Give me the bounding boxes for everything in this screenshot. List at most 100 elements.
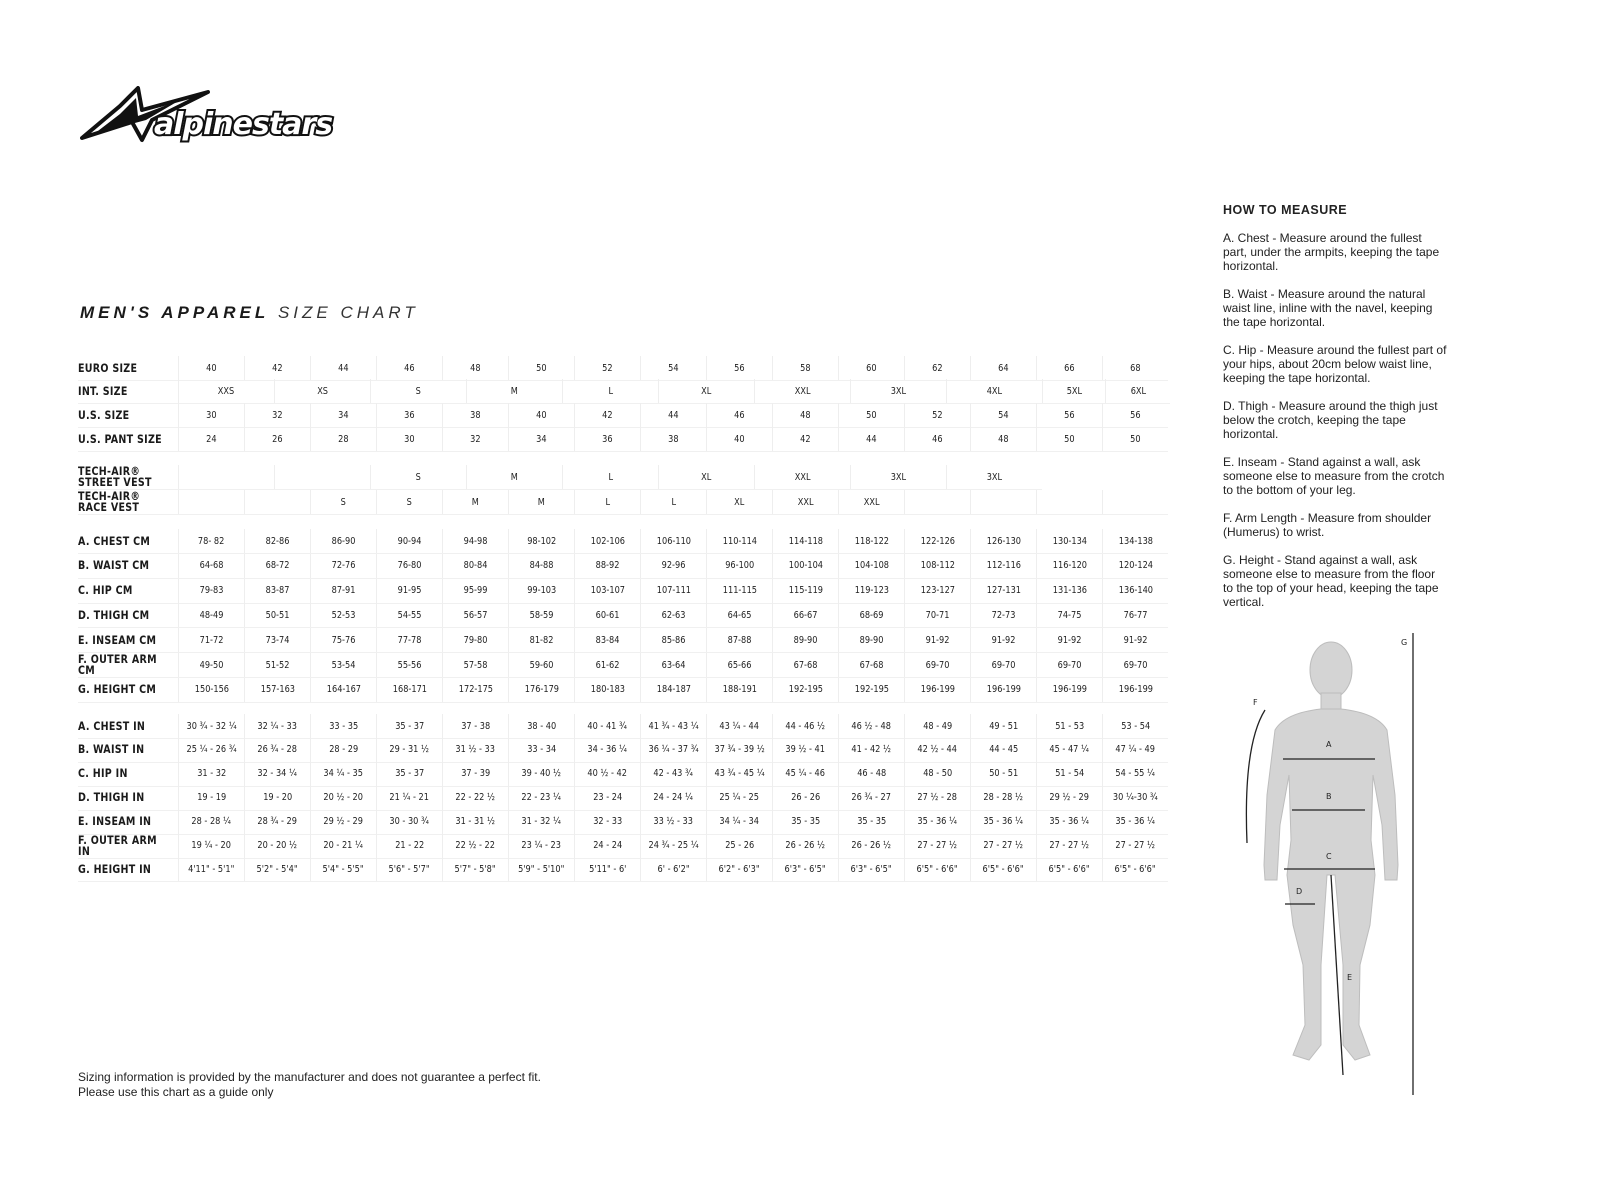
table-cell: 27 - 27 ½ <box>904 833 970 858</box>
table-cell: 42 <box>574 403 640 427</box>
table-cell: 84-88 <box>508 553 574 578</box>
table-cell: 118-122 <box>838 529 904 553</box>
row-us: U.S. SIZE 30 32 34 36 38 40 42 44 46 48 50 52 54 56 56 <box>78 403 1168 428</box>
row-int: INT. SIZE XXS XS S M L XL XXL 3XL 4XL 5XL 6XL <box>78 379 1170 404</box>
table-cell: 72-76 <box>310 553 376 578</box>
disclaimer-line-1: Sizing information is provided by the ma… <box>78 1070 541 1084</box>
table-cell: L <box>640 490 706 514</box>
table-cell: 68-69 <box>838 603 904 628</box>
table-cell: 6'3" - 6'5" <box>772 857 838 882</box>
table-cell: 35 - 36 ¼ <box>1036 809 1102 834</box>
table-cell: 30 ¼-30 ¾ <box>1102 785 1168 810</box>
table-cell: 40 <box>706 427 772 451</box>
table-cell: 56 <box>706 356 772 380</box>
table-cell: 73-74 <box>244 628 310 653</box>
table-cell: 99-103 <box>508 578 574 603</box>
table-cell: XXS <box>178 379 274 403</box>
table-cell: XXL <box>754 465 850 489</box>
how-to-measure-title: HOW TO MEASURE <box>1223 203 1348 217</box>
row-in-4: E. INSEAM IN 28 - 28 ¼ 28 ¾ - 29 29 ½ - 29 3… <box>78 809 1168 835</box>
table-cell: 19 - 19 <box>178 785 244 810</box>
table-cell: 22 ½ - 22 <box>442 833 508 858</box>
table-cell: 6' - 6'2" <box>640 857 706 882</box>
row-cm-3: D. THIGH CM 48-49 50-51 52-53 54-55 56-57 58-5… <box>78 603 1168 629</box>
table-cell: 90-94 <box>376 529 442 553</box>
table-cell: 83-87 <box>244 578 310 603</box>
table-cell: 30 <box>376 427 442 451</box>
table-cell: 58-59 <box>508 603 574 628</box>
table-cell: 71-72 <box>178 628 244 653</box>
table-cell: 26 <box>244 427 310 451</box>
row-euro: EURO SIZE 40 42 44 46 48 50 52 54 56 58 60 62 64 66 68 <box>78 356 1168 381</box>
row-label: D. THIGH CM <box>78 607 150 622</box>
table-cell: 76-80 <box>376 553 442 578</box>
table-cell: 63-64 <box>640 653 706 677</box>
table-cell: 20 - 20 ½ <box>244 833 310 858</box>
table-cell: 35 - 36 ¼ <box>904 809 970 834</box>
svg-text:alpinestars: alpinestars <box>154 107 332 142</box>
table-cell: 42 ½ - 44 <box>904 737 970 762</box>
table-cell: 30 ¾ - 32 ¼ <box>178 714 244 738</box>
table-cell: 48 <box>772 403 838 427</box>
table-cell: 31 - 32 <box>178 761 244 786</box>
table-cell: 78- 82 <box>178 529 244 553</box>
table-cell: 115-119 <box>772 578 838 603</box>
disclaimer: Sizing information is provided by the ma… <box>78 1070 541 1100</box>
table-cell: 24 <box>178 427 244 451</box>
table-cell: 25 ¼ - 25 <box>706 785 772 810</box>
row-label: TECH-AIR® RACE VEST <box>78 489 141 514</box>
table-cell: 60-61 <box>574 603 640 628</box>
table-cell: 49 - 51 <box>970 714 1036 738</box>
table-cell: 103-107 <box>574 578 640 603</box>
table-cell: 65-66 <box>706 653 772 677</box>
table-cell: 48 <box>970 427 1036 451</box>
row-cm-4: E. INSEAM CM 71-72 73-74 75-76 77-78 79-80 81-… <box>78 628 1168 654</box>
table-cell: 33 - 34 <box>508 737 574 762</box>
table-cell: 5XL <box>1042 379 1105 403</box>
table-cell: 32 <box>442 427 508 451</box>
label-f: F <box>1253 698 1258 707</box>
table-cell: 5'7" - 5'8" <box>442 857 508 882</box>
table-cell: 192-195 <box>838 677 904 702</box>
table-cell: M <box>442 490 508 514</box>
table-cell: 40 ½ - 42 <box>574 761 640 786</box>
table-cell: 6XL <box>1105 379 1170 403</box>
table-cell: 27 - 27 ½ <box>970 833 1036 858</box>
table-cell: 55-56 <box>376 653 442 677</box>
table-cell: 62-63 <box>640 603 706 628</box>
table-cell: 94-98 <box>442 529 508 553</box>
table-cell: 51 - 53 <box>1036 714 1102 738</box>
table-cell: 51 - 54 <box>1036 761 1102 786</box>
row-label: A. CHEST IN <box>78 718 146 733</box>
table-cell: 31 - 32 ¼ <box>508 809 574 834</box>
label-b: B <box>1326 792 1332 801</box>
table-cell: 56 <box>1102 403 1168 427</box>
table-cell: 19 - 20 <box>244 785 310 810</box>
table-cell: 85-86 <box>640 628 706 653</box>
table-cell: 6'5" - 6'6" <box>1102 857 1168 882</box>
table-cell: XL <box>706 490 772 514</box>
figure-labels: A B C D E F G <box>1253 638 1407 982</box>
table-cell: 27 - 27 ½ <box>1102 833 1168 858</box>
table-cell: 24 - 24 <box>574 833 640 858</box>
table-cell: 40 <box>508 403 574 427</box>
table-cell: 42 <box>772 427 838 451</box>
table-cell: 54 <box>640 356 706 380</box>
table-cell: 51-52 <box>244 653 310 677</box>
table-cell: 131-136 <box>1036 578 1102 603</box>
row-pant: U.S. PANT SIZE 24 26 28 30 32 34 36 38 40 42 44 46 48… <box>78 427 1168 452</box>
table-cell: 69-70 <box>970 653 1036 677</box>
table-cell: 59-60 <box>508 653 574 677</box>
table-cell: 20 - 21 ¼ <box>310 833 376 858</box>
table-cell: 24 - 24 ¼ <box>640 785 706 810</box>
table-cell: 32 <box>244 403 310 427</box>
table-cell: 80-84 <box>442 553 508 578</box>
table-cell: 110-114 <box>706 529 772 553</box>
table-cell: 91-92 <box>970 628 1036 653</box>
table-cell: 45 - 47 ¼ <box>1036 737 1102 762</box>
table-cell: 44 - 46 ½ <box>772 714 838 738</box>
table-cell: 46 ½ - 48 <box>838 714 904 738</box>
table-cell: 35 - 36 ¼ <box>1102 809 1168 834</box>
measure-inseam: E. Inseam - Stand against a wall, ask so… <box>1223 455 1445 497</box>
table-cell <box>1036 490 1102 514</box>
